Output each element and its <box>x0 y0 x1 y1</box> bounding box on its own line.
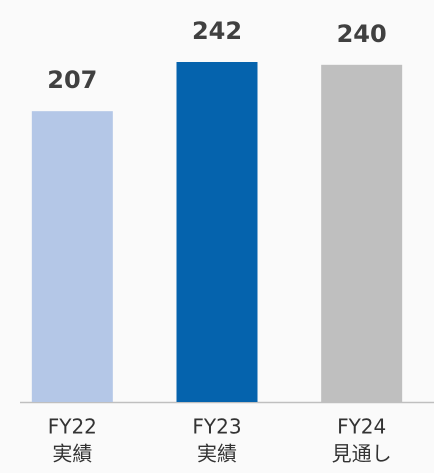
value-label: 240 <box>337 20 387 48</box>
value-label: 207 <box>47 66 97 94</box>
x-tick-label: FY24 <box>337 415 386 439</box>
x-tick-label: 実績 <box>197 442 237 466</box>
value-label: 242 <box>192 17 242 45</box>
bar <box>321 64 403 403</box>
x-tick-label: FY22 <box>48 415 97 439</box>
bar <box>31 111 113 402</box>
bar <box>176 62 258 402</box>
x-tick-label: 実績 <box>52 442 92 466</box>
x-tick-label: 見通し <box>332 442 392 466</box>
x-tick-label: FY23 <box>192 415 241 439</box>
